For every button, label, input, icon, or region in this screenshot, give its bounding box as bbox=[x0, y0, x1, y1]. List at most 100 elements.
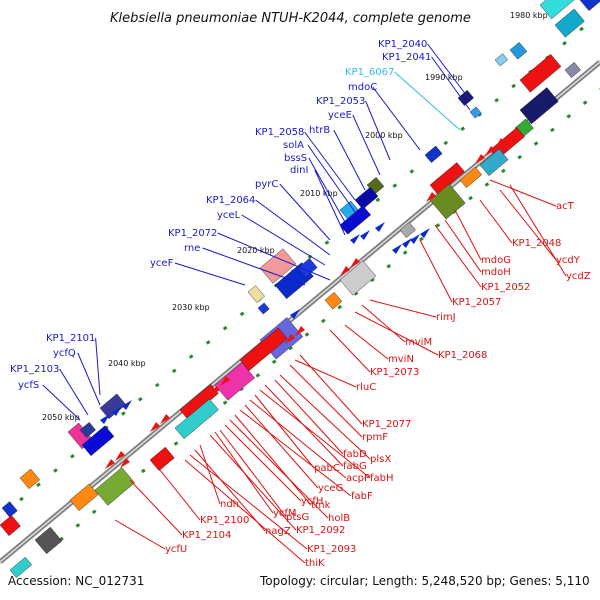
upper-leader-line bbox=[352, 114, 381, 176]
upper-gene-label: KP1_2053 bbox=[316, 96, 365, 107]
minus-feature bbox=[519, 87, 559, 125]
upper-gene-label: yceF bbox=[150, 258, 174, 269]
tick-dash bbox=[562, 40, 567, 46]
plus-feature bbox=[354, 186, 379, 210]
tick-dash bbox=[288, 345, 293, 351]
upper-leader-line bbox=[174, 262, 246, 286]
lower-leader-line bbox=[369, 299, 437, 318]
tick-dash bbox=[36, 482, 41, 488]
lower-leader-line bbox=[259, 389, 371, 479]
upper-leader-line bbox=[304, 131, 356, 201]
minus-arrow bbox=[190, 396, 200, 406]
upper-gene-label: bssS bbox=[284, 153, 307, 164]
lower-gene-label: thiK bbox=[305, 558, 325, 569]
upper-leader-line bbox=[314, 169, 346, 236]
upper-gene-label: solA bbox=[283, 140, 304, 151]
lower-gene-label: ycfM bbox=[273, 508, 297, 519]
minus-feature bbox=[399, 222, 416, 238]
tick-dash bbox=[500, 168, 506, 174]
tick-dash bbox=[443, 140, 449, 146]
upper-leader-line bbox=[307, 144, 356, 213]
minus-feature bbox=[174, 398, 219, 440]
lower-leader-line bbox=[189, 454, 308, 550]
lower-gene-label: tmk bbox=[311, 500, 331, 511]
lower-leader-line bbox=[184, 459, 306, 564]
lower-leader-line bbox=[499, 189, 557, 261]
lower-leader-line bbox=[434, 224, 482, 288]
lower-gene-label: KP1_2073 bbox=[370, 367, 419, 378]
tick-dash bbox=[222, 400, 228, 405]
minus-feature bbox=[479, 148, 509, 177]
minus-feature bbox=[429, 162, 465, 195]
lower-gene-label: rluC bbox=[356, 382, 376, 393]
upper-gene-label: yceL bbox=[217, 210, 241, 221]
tick-dash bbox=[392, 183, 398, 188]
lower-leader-line bbox=[489, 179, 557, 207]
lower-gene-label: rpmF bbox=[362, 432, 388, 443]
upper-gene-label: KP1_2041 bbox=[382, 52, 431, 63]
lower-leader-line bbox=[329, 329, 371, 373]
lower-leader-line bbox=[229, 419, 329, 519]
tick-dash bbox=[375, 197, 381, 203]
lower-gene-label: KP1_2048 bbox=[512, 238, 561, 249]
plus-arrow bbox=[100, 414, 110, 424]
upper-leader-line bbox=[365, 100, 391, 161]
upper-gene-label: pyrC bbox=[255, 179, 278, 190]
plus-arrow bbox=[290, 309, 300, 319]
tick-dash bbox=[517, 154, 523, 160]
lower-leader-line bbox=[509, 184, 567, 277]
tick-label: 1990 kbp bbox=[425, 73, 463, 82]
tick-dash bbox=[205, 340, 211, 345]
tick-dash bbox=[320, 318, 326, 324]
lower-gene-label: KP1_2052 bbox=[481, 282, 530, 293]
tick-dash bbox=[419, 236, 424, 242]
upper-gene-label: yceE bbox=[328, 110, 352, 121]
plus-feature bbox=[19, 468, 41, 490]
upper-leader-line bbox=[308, 157, 346, 223]
minus-arrow bbox=[340, 266, 350, 276]
lower-leader-line bbox=[194, 449, 266, 532]
tick-dash bbox=[484, 182, 490, 187]
minus-arrow bbox=[475, 154, 485, 164]
upper-gene-label: KP1_2072 bbox=[168, 228, 217, 239]
upper-leader-line bbox=[279, 183, 331, 241]
upper-leader-line bbox=[59, 368, 89, 416]
tick-dash bbox=[171, 368, 177, 374]
lower-leader-line bbox=[279, 374, 371, 460]
upper-gene-label: KP1_2040 bbox=[378, 39, 427, 50]
minus-feature bbox=[0, 515, 21, 537]
lower-gene-label: fabF bbox=[351, 491, 373, 502]
lower-gene-label: mdoG bbox=[481, 255, 511, 266]
summary-text: Topology: circular; Length: 5,248,520 bp… bbox=[259, 574, 590, 588]
tick-dash bbox=[579, 26, 584, 32]
tick-dash bbox=[566, 114, 572, 119]
tick-dash bbox=[533, 141, 539, 146]
tick-dash bbox=[255, 373, 261, 378]
lower-gene-label: KP1_2104 bbox=[182, 530, 231, 541]
lower-leader-line bbox=[129, 479, 183, 536]
lower-gene-label: ycdY bbox=[556, 255, 581, 266]
lower-leader-line bbox=[234, 414, 312, 506]
upper-gene-label: dinI bbox=[290, 165, 308, 176]
minus-arrow bbox=[495, 138, 505, 148]
minus-arrow bbox=[105, 459, 115, 469]
lower-leader-line bbox=[274, 379, 344, 455]
minus-arrow bbox=[150, 422, 160, 432]
plus-arrow bbox=[392, 244, 402, 254]
tick-dash bbox=[409, 169, 415, 174]
lower-leader-line bbox=[239, 409, 352, 497]
minus-arrow bbox=[220, 376, 230, 386]
plus-feature bbox=[259, 248, 297, 284]
minus-arrow bbox=[160, 414, 170, 424]
tick-dash bbox=[120, 411, 126, 416]
plus-feature bbox=[424, 145, 443, 163]
upper-gene-label: mdoC bbox=[348, 82, 377, 93]
tick-dash bbox=[386, 264, 392, 269]
lower-leader-line bbox=[289, 364, 363, 438]
upper-gene-label: KP1_2103 bbox=[10, 364, 59, 375]
plus-feature bbox=[457, 90, 474, 106]
lower-gene-label: rimJ bbox=[436, 312, 456, 323]
accession-text: Accession: NC_012731 bbox=[8, 574, 144, 588]
lower-gene-label: ycfU bbox=[165, 544, 187, 555]
